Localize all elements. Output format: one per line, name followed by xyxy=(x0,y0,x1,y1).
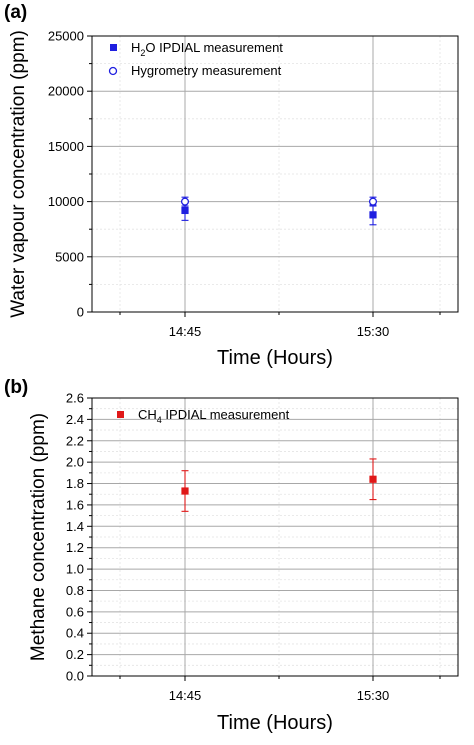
y-tick-label: 1.8 xyxy=(66,476,84,491)
y-tick-label: 2.6 xyxy=(66,391,84,406)
legend-entry-ch4: CH4 IPDIAL measurement xyxy=(138,407,290,425)
y-tick-label: 0.4 xyxy=(66,626,84,641)
y-tick-label: 1.2 xyxy=(66,540,84,555)
panel-a-marks xyxy=(180,196,378,226)
data-point-circle xyxy=(180,197,190,206)
panel-a-legend: H2O IPDIAL measurement Hygrometry measur… xyxy=(108,40,283,78)
y-tick-label: 25000 xyxy=(48,29,84,44)
panel-a-ylabel: Water vapour concentration (ppm) xyxy=(8,30,29,318)
panel-b-ylabel: Methane concentration (ppm) xyxy=(28,413,49,661)
legend-entry-hygrometry: Hygrometry measurement xyxy=(131,63,282,78)
panel-b-legend: CH4 IPDIAL measurement xyxy=(117,407,290,425)
y-tick-label: 1.0 xyxy=(66,562,84,577)
x-tick-label: 14:45 xyxy=(169,688,202,703)
y-tick-label: 2.2 xyxy=(66,433,84,448)
x-tick-label: 14:45 xyxy=(169,324,202,339)
panel-b: 0.0 0.2 0.4 0.6 0.8 1.0 1.2 1.4 1.6 1.8 2.0 2.2 2.4 2… xyxy=(4,377,459,734)
x-tick-label: 15:30 xyxy=(357,324,390,339)
panel-a-xlabel: Time (Hours) xyxy=(217,347,333,369)
legend-entry-h2o: H2O IPDIAL measurement xyxy=(131,40,283,58)
panel-a-ticks: 0 5000 10000 15000 20000 25000 14:45 15:30 xyxy=(48,29,441,339)
y-tick-label: 15000 xyxy=(48,139,84,154)
data-point-square xyxy=(369,475,377,483)
panel-b-gridlines xyxy=(92,398,458,676)
y-tick-label: 0.8 xyxy=(66,583,84,598)
y-tick-label: 2.4 xyxy=(66,412,84,427)
data-point-square xyxy=(369,211,377,219)
x-tick-label: 15:30 xyxy=(357,688,390,703)
panel-a-gridlines xyxy=(92,36,458,312)
y-tick-label: 5000 xyxy=(55,249,84,264)
y-tick-label: 10000 xyxy=(48,194,84,209)
y-tick-label: 0.6 xyxy=(66,604,84,619)
legend-marker-h2o xyxy=(110,44,117,51)
y-tick-label: 20000 xyxy=(48,84,84,99)
panel-b-ticks: 0.0 0.2 0.4 0.6 0.8 1.0 1.2 1.4 1.6 1.8 2.0 2.2 2.4 2… xyxy=(66,391,441,703)
panel-b-marks xyxy=(181,458,377,512)
panel-b-xlabel: Time (Hours) xyxy=(217,712,333,734)
data-point-circle xyxy=(368,197,378,206)
y-tick-label: 2.0 xyxy=(66,455,84,470)
panel-b-label: (b) xyxy=(4,377,28,398)
y-tick-label: 1.6 xyxy=(66,497,84,512)
legend-marker-hygrometry xyxy=(108,66,118,76)
legend-marker-ch4 xyxy=(117,411,124,418)
data-point-square xyxy=(181,206,189,215)
data-point-square xyxy=(181,487,189,495)
y-tick-label: 0.2 xyxy=(66,647,84,662)
y-tick-label: 0 xyxy=(77,305,84,320)
panel-a-label: (a) xyxy=(4,2,27,23)
panel-b-plot-area xyxy=(92,398,458,676)
y-tick-label: 1.4 xyxy=(66,519,84,534)
y-tick-label: 0.0 xyxy=(66,669,84,684)
